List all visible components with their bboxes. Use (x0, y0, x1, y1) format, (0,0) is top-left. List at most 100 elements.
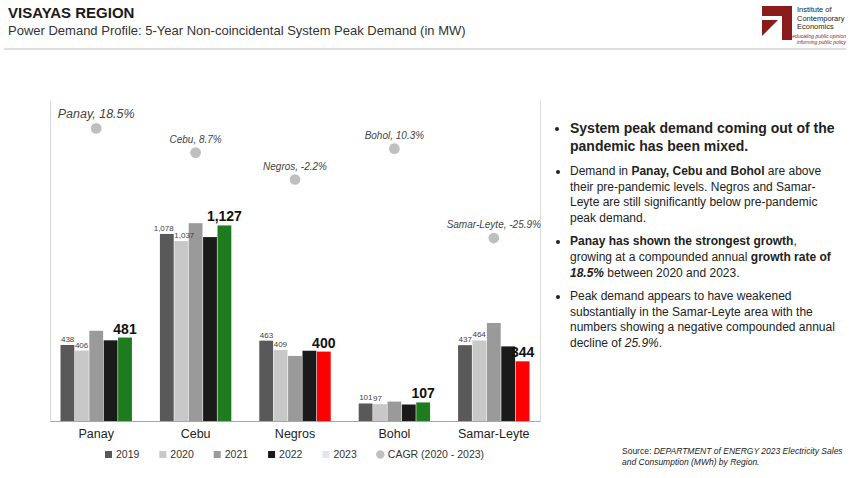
bullet-text: . (659, 336, 662, 350)
bar (387, 402, 401, 421)
y-axis-line (50, 101, 51, 422)
legend-item: CAGR (2020 - 2023) (376, 448, 484, 460)
bullet-text: growth rate of (751, 250, 831, 264)
logo: Institute ofContemporaryEconomicseducati… (762, 5, 846, 45)
point (91, 123, 102, 134)
x-tick: Cebu (181, 427, 211, 441)
logo-tagline: informing public policy (797, 39, 847, 45)
data-label: 481 (113, 321, 137, 337)
bullet: Panay has shown the strongest growth, gr… (570, 234, 842, 281)
x-tick-label: Bohol (378, 427, 410, 441)
x-axis: Panay Cebu Negros Bohol Samar-Leyte (51, 422, 541, 441)
notes: System peak demand coming out of the pan… (556, 120, 842, 360)
legend-label: 2022 (279, 448, 303, 460)
header-rule (4, 49, 846, 50)
y2-axis (540, 101, 541, 422)
legend-swatch (268, 451, 275, 458)
bullet: Demand in Panay, Cebu and Bohol are abov… (570, 164, 842, 226)
bar (61, 345, 75, 421)
bar (288, 356, 302, 421)
point-label: Panay, 18.5% (58, 107, 135, 121)
data-label: 464 (472, 330, 486, 339)
data-label: 437 (459, 335, 473, 344)
legend-swatch (376, 450, 384, 458)
logo-mark (762, 6, 792, 40)
bar (359, 403, 373, 421)
point-label: Samar-Leyte, -25.9% (447, 219, 541, 230)
legend-label: CAGR (2020 - 2023) (388, 448, 484, 460)
legend-item: 2021 (214, 448, 249, 460)
logo-name: Economics (797, 22, 834, 31)
point-label: Negros, -2.2% (263, 161, 327, 172)
bar (416, 402, 430, 421)
bullet: Peak demand appears to have weakened sub… (570, 289, 842, 351)
data-label: 438 (61, 335, 75, 344)
data-label: 101 (359, 393, 373, 402)
bar (472, 340, 486, 421)
bar (402, 405, 416, 421)
x-tick-label: Negros (275, 427, 315, 441)
data-label: 463 (260, 331, 274, 340)
bullet-text: Demand in (570, 164, 631, 178)
bar (373, 404, 387, 421)
bar (259, 341, 273, 421)
bullet-text: 18.5% (570, 266, 604, 280)
x-tick-label: Samar-Leyte (458, 427, 530, 441)
subtitle: Power Demand Profile: 5-Year Non-coincid… (8, 23, 466, 38)
bar (189, 223, 203, 421)
bar (118, 338, 132, 421)
bullet-text: Panay, Cebu and Bohol (631, 164, 764, 178)
data-label: 344 (511, 344, 535, 360)
source: Source: DEPARTMENT of ENERGY 2023 Electr… (622, 446, 844, 468)
bar (458, 345, 472, 421)
x-tick: Bohol (378, 427, 410, 441)
point (488, 233, 499, 244)
x-axis-line (51, 421, 541, 422)
bar (75, 351, 89, 421)
data-label: 406 (75, 341, 89, 350)
source-text: Source: (622, 446, 654, 456)
point (389, 143, 400, 154)
data-label: 409 (274, 340, 288, 349)
bar (217, 225, 231, 421)
bullet-text: Peak demand appears to have weakened sub… (570, 289, 835, 350)
legend-item: 2023 (322, 448, 357, 460)
bar (302, 351, 316, 421)
point-label: Bohol, 10.3% (365, 130, 425, 141)
x-tick: Samar-Leyte (458, 427, 530, 441)
data-labels: 4381,0784631014374061,037409974644811,12… (58, 107, 541, 403)
title: VISAYAS REGION (8, 4, 134, 21)
y-axis (50, 101, 51, 422)
bar (104, 340, 118, 421)
x-tick-label: Panay (78, 427, 114, 441)
bar (160, 234, 174, 421)
legend-label: 2020 (170, 448, 194, 460)
bar (174, 241, 188, 421)
legend-swatch (322, 451, 329, 458)
bullet: System peak demand coming out of the pan… (570, 120, 842, 155)
legend-item: 2022 (268, 448, 303, 460)
bar (487, 323, 501, 421)
data-label: 97 (373, 394, 382, 403)
bar (203, 237, 217, 421)
legend-item: 2020 (159, 448, 194, 460)
legend: 2019 2020 2021 2022 2023 CAGR (2020 - 2023) (105, 448, 484, 460)
y2-axis-line (540, 101, 541, 422)
data-label: 400 (312, 335, 336, 351)
data-label: 1,078 (154, 224, 175, 233)
x-tick-label: Cebu (181, 427, 211, 441)
bullet-text: 25.9% (625, 336, 659, 350)
plot-area (61, 123, 530, 421)
legend-swatch (214, 451, 221, 458)
bar (516, 361, 530, 421)
legend-item: 2019 (105, 448, 140, 460)
bullet-text: Panay has shown the strongest growth (570, 234, 793, 248)
page: {"chart_data": {"type": "bar", "title": … (0, 0, 850, 478)
source-text: DEPARTMENT of ENERGY 2023 Electricity Sa… (622, 446, 843, 467)
legend-label: 2019 (116, 448, 140, 460)
data-label: 1,037 (174, 231, 195, 240)
legend-swatch (159, 451, 166, 458)
bar (317, 352, 331, 421)
legend-label: 2021 (225, 448, 249, 460)
bar (274, 350, 288, 421)
